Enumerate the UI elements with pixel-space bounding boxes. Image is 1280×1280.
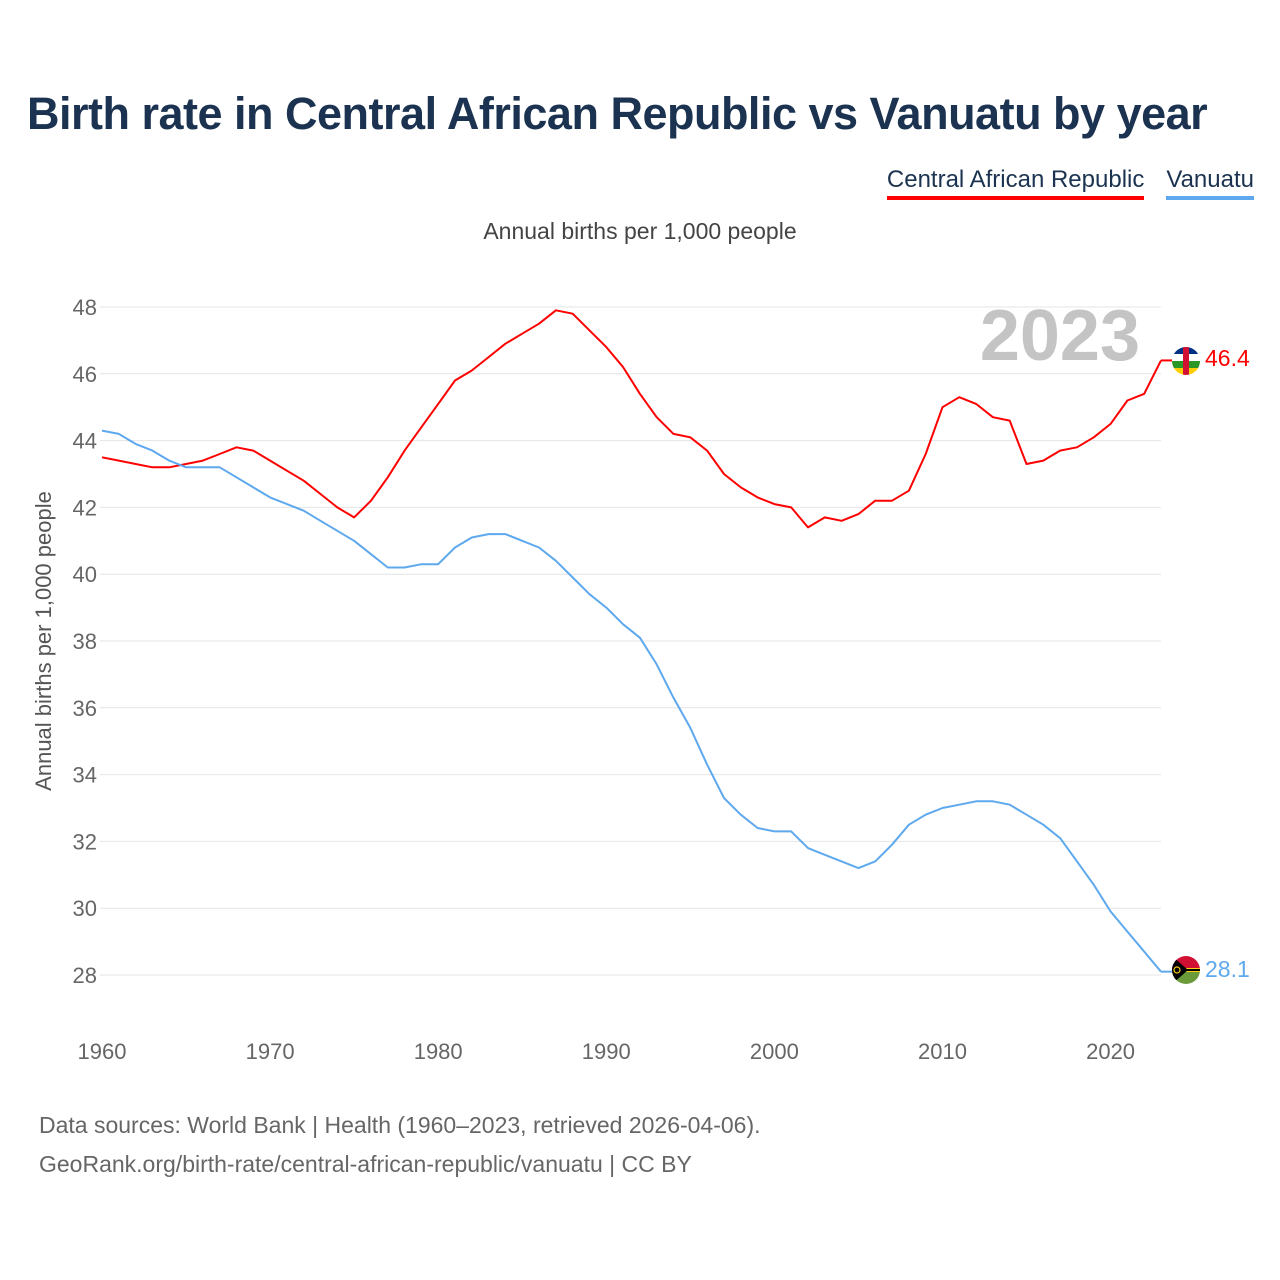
vanuatu-end-label: 28.1	[1205, 956, 1250, 982]
y-tick-label: 42	[73, 495, 97, 520]
y-tick-label: 32	[73, 829, 97, 854]
series-line-central-african-republic	[101, 309, 1162, 529]
x-tick-label: 2000	[750, 1039, 799, 1064]
chart-title: Birth rate in Central African Republic v…	[27, 88, 1208, 139]
y-tick-label: 36	[73, 696, 97, 721]
legend-item-central-african-republic[interactable]: Central African Republic	[886, 166, 1145, 200]
footer: Data sources: World Bank | Health (1960–…	[39, 1106, 761, 1184]
y-tick-label: 30	[73, 896, 97, 921]
y-tick-label: 46	[73, 362, 97, 387]
vanuatu-flag-icon	[1172, 956, 1200, 984]
x-tick-label: 2020	[1086, 1039, 1135, 1064]
y-tick-label: 34	[73, 763, 97, 788]
y-axis-label: Annual births per 1,000 people	[31, 491, 56, 791]
x-tick-label: 1990	[582, 1039, 631, 1064]
x-tick-label: 2010	[918, 1039, 967, 1064]
x-tick-label: 1960	[78, 1039, 127, 1064]
legend-item-vanuatu[interactable]: Vanuatu	[1166, 166, 1254, 200]
y-tick-label: 44	[73, 429, 97, 454]
y-tick-label: 48	[73, 295, 97, 320]
series-line-vanuatu	[101, 429, 1162, 973]
year-watermark: 2023	[980, 296, 1140, 376]
y-tick-label: 28	[73, 963, 97, 988]
x-tick-label: 1970	[246, 1039, 295, 1064]
car-end-label: 46.4	[1205, 345, 1250, 371]
y-tick-label: 38	[73, 629, 97, 654]
data-source-text: Data sources: World Bank | Health (1960–…	[39, 1112, 761, 1138]
chart-subtitle: Annual births per 1,000 people	[483, 218, 797, 244]
central-african-republic-flag-icon	[1172, 347, 1200, 375]
x-tick-label: 1980	[414, 1039, 463, 1064]
source-url-link[interactable]: GeoRank.org/birth-rate/central-african-r…	[39, 1151, 692, 1177]
legend: Central African Republic Vanuatu	[886, 166, 1254, 200]
y-tick-label: 40	[73, 562, 97, 587]
